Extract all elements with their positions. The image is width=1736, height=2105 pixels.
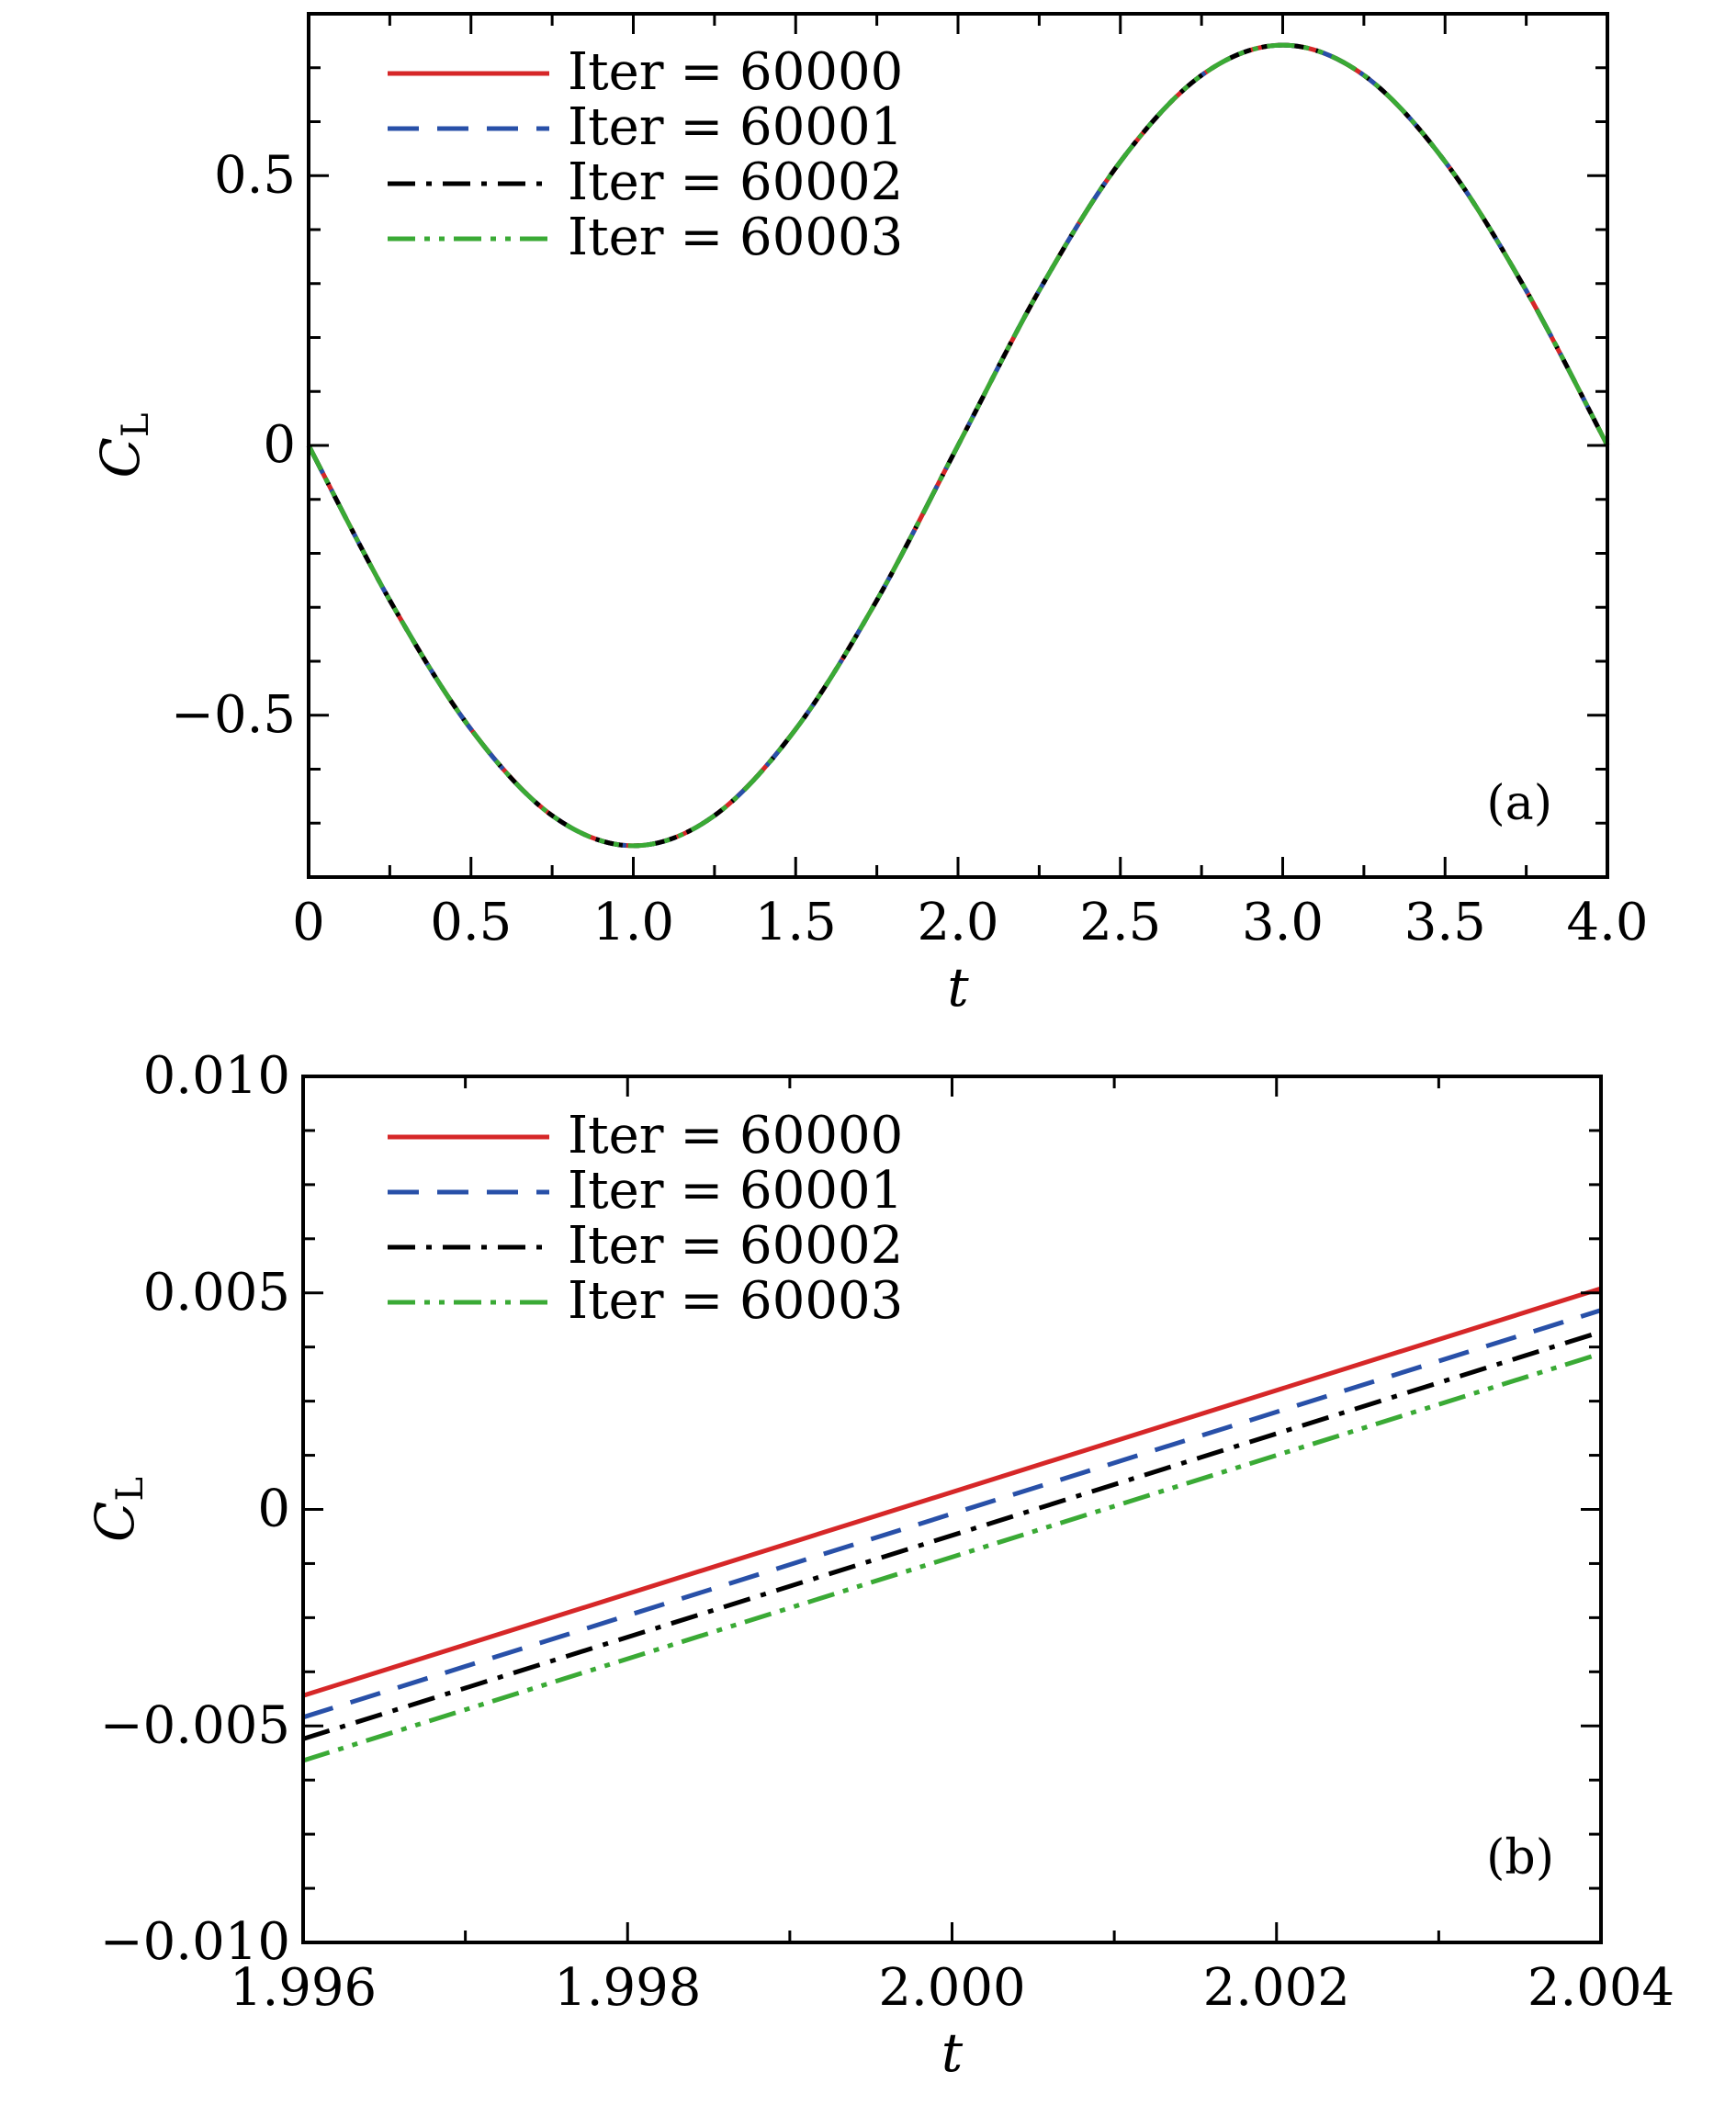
series-line-3 — [302, 1351, 1602, 1763]
series-line-1 — [302, 1308, 1602, 1720]
panel-tag: (a) — [1486, 776, 1552, 831]
legend-label-1: Iter = 60001 — [568, 1161, 903, 1221]
y-tick-label: 0 — [257, 1480, 290, 1539]
y-tick-label: 0.5 — [214, 145, 296, 205]
x-tick-label: 1.0 — [592, 893, 674, 952]
x-tick-label: 3.5 — [1404, 893, 1486, 952]
x-axis-label: t — [941, 2021, 964, 2084]
x-tick-label: 1.998 — [554, 1958, 701, 2018]
y-tick-label: −0.5 — [171, 685, 296, 745]
y-axis-label-subscript: L — [115, 413, 157, 438]
y-tick-label: 0 — [263, 415, 296, 475]
legend-label-0: Iter = 60000 — [568, 42, 903, 102]
y-axis-label: CL — [89, 413, 157, 478]
legend-label-3: Iter = 60003 — [568, 1271, 903, 1331]
series-line-3 — [306, 42, 1610, 849]
x-tick-label: 1.996 — [230, 1958, 377, 2018]
x-tick-label: 0.5 — [430, 893, 512, 952]
ticks-group — [301, 1075, 1603, 1944]
y-tick-label: 0.010 — [143, 1046, 290, 1106]
x-tick-label: 2.5 — [1079, 893, 1161, 952]
series-line-2 — [302, 1329, 1602, 1741]
series-group — [306, 42, 1610, 849]
x-tick-label: 2.000 — [878, 1958, 1025, 2018]
x-tick-label: 4.0 — [1566, 893, 1648, 952]
x-tick-label: 3.0 — [1242, 893, 1324, 952]
legend-label-2: Iter = 60002 — [568, 152, 903, 212]
y-axis-label-subscript: L — [109, 1477, 152, 1502]
y-tick-label: −0.010 — [100, 1912, 290, 1972]
x-tick-label: 0 — [292, 893, 325, 952]
legend-label-1: Iter = 60001 — [568, 97, 903, 157]
panel-b-chart: 1.996 1.998 2.000 2.002 2.004 −0.010 −0.005 0 0.… — [84, 1046, 1674, 2084]
x-tick-label: 2.002 — [1203, 1958, 1350, 2018]
ticks-group — [307, 12, 1609, 879]
x-tick-label: 2.0 — [917, 893, 998, 952]
y-tick-label: 0.005 — [143, 1263, 290, 1323]
plot-frame — [301, 1075, 1603, 1944]
series-line-0 — [302, 1286, 1602, 1698]
x-tick-label: 1.5 — [755, 893, 837, 952]
y-tick-label: −0.005 — [100, 1695, 290, 1755]
panel-tag: (b) — [1486, 1830, 1554, 1885]
legend-label-3: Iter = 60003 — [568, 208, 903, 267]
x-tick-label: 2.004 — [1527, 1958, 1674, 2018]
series-group — [302, 1286, 1602, 1763]
x-axis-label: t — [947, 956, 969, 1019]
legend-label-2: Iter = 60002 — [568, 1216, 903, 1276]
y-axis-label: CL — [84, 1477, 152, 1542]
panel-a-chart: 0 0.5 1.0 1.5 2.0 2.5 3.0 3.5 4.0 −0.5 0 0.5 t CL Iter… — [89, 12, 1649, 1019]
legend-label-0: Iter = 60000 — [568, 1106, 903, 1165]
